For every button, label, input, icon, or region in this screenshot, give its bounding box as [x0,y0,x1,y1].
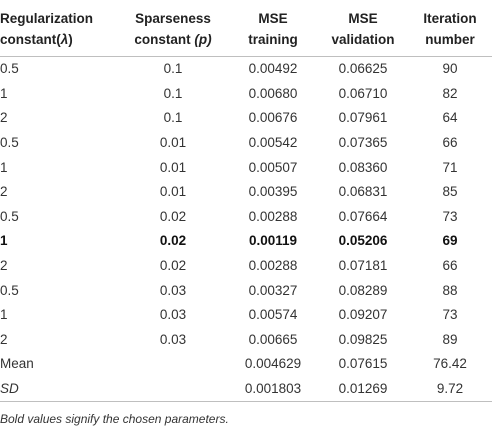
cell-sparseness: 0.01 [159,184,187,200]
cell-mse-validation: 0.07664 [338,208,388,224]
cell-mse-training: 0.00395 [248,184,298,200]
header-iteration-number: Iteration number [408,0,492,57]
header-mse-training: MSE training [228,0,318,57]
cell-mse-validation: 0.06710 [338,85,388,101]
summary-cell-sparseness [118,376,228,402]
summary-row: SD 0.001803 0.01269 9.72 [0,376,492,402]
cell-mse-validation: 0.06625 [338,61,388,77]
cell-mse-training: 0.00507 [248,159,298,175]
cell-mse-training: 0.00492 [248,61,298,77]
cell-iteration: 90 [442,61,458,77]
cell-regularization: 2 [0,184,8,200]
cell-regularization: 2 [0,331,8,347]
cell-sparseness: 0.1 [163,110,183,126]
table-footnote: Bold values signify the chosen parameter… [0,412,229,426]
cell-iteration: 85 [442,184,458,200]
table-row: 0.5 0.02 0.00288 0.07664 73 [0,204,492,229]
table-row: 2 0.02 0.00288 0.07181 66 [0,253,492,278]
table-row: 2 0.01 0.00395 0.06831 85 [0,179,492,204]
header-regularization-constant: Regularization constant(λ) [0,0,118,57]
header-row: Regularization constant(λ) Sparseness co… [0,0,492,57]
cell-mse-validation: 0.09207 [338,307,388,323]
summary-cell-sparseness [118,352,228,377]
cell-sparseness: 0.03 [159,331,187,347]
table-row: 1 0.1 0.00680 0.06710 82 [0,81,492,106]
cell-mse-training: 0.00676 [248,110,298,126]
cell-mse-validation: 0.07181 [338,258,388,274]
cell-iteration: 88 [442,282,458,298]
summary-cell-iteration: 76.42 [433,356,467,372]
header-mse-validation: MSE validation [318,0,408,57]
cell-sparseness: 0.01 [159,135,187,151]
cell-mse-training: 0.00119 [248,233,298,249]
cell-mse-validation: 0.08360 [338,159,388,175]
cell-iteration: 66 [442,258,458,274]
table-header: Regularization constant(λ) Sparseness co… [0,0,492,57]
table-row: 2 0.1 0.00676 0.07961 64 [0,106,492,131]
summary-cell-mse-validation: 0.07615 [338,356,388,372]
table-row: 0.5 0.1 0.00492 0.06625 90 [0,56,492,81]
cell-iteration: 64 [442,110,458,126]
table-row: 0.5 0.03 0.00327 0.08289 88 [0,278,492,303]
summary-cell-iteration: 9.72 [408,376,492,402]
results-table: Regularization constant(λ) Sparseness co… [0,0,492,402]
cell-sparseness: 0.03 [159,307,187,323]
table-body: 0.5 0.1 0.00492 0.06625 90 1 0.1 0.00680 0.06710… [0,56,492,402]
table-row: 1 0.02 0.00119 0.05206 69 [0,229,492,254]
cell-regularization: 1 [0,85,8,101]
cell-iteration: 66 [442,135,458,151]
summary-row: Mean 0.004629 0.07615 76.42 [0,352,492,377]
cell-mse-validation: 0.08289 [338,282,388,298]
summary-label: Mean [0,356,34,372]
cell-mse-validation: 0.07961 [338,110,388,126]
cell-sparseness: 0.01 [159,159,187,175]
cell-mse-training: 0.00665 [248,331,298,347]
cell-iteration: 89 [442,331,458,347]
cell-mse-training: 0.00574 [248,307,298,323]
cell-mse-training: 0.00680 [248,85,298,101]
cell-sparseness: 0.1 [163,85,183,101]
cell-iteration: 73 [442,208,458,224]
summary-label: SD [0,376,118,402]
cell-regularization: 1 [0,307,8,323]
cell-sparseness: 0.03 [159,282,187,298]
header-sparseness-constant: Sparseness constant (p) [118,0,228,57]
cell-mse-training: 0.00288 [248,258,298,274]
cell-mse-validation: 0.09825 [338,331,388,347]
cell-mse-validation: 0.05206 [338,233,388,249]
cell-regularization: 0.5 [0,282,19,298]
cell-regularization: 0.5 [0,135,19,151]
table-row: 2 0.03 0.00665 0.09825 89 [0,327,492,352]
cell-iteration: 73 [442,307,458,323]
cell-mse-validation: 0.07365 [338,135,388,151]
table-row: 1 0.01 0.00507 0.08360 71 [0,155,492,180]
cell-regularization: 0.5 [0,61,19,77]
cell-sparseness: 0.02 [159,208,187,224]
table-row: 1 0.03 0.00574 0.09207 73 [0,302,492,327]
cell-mse-validation: 0.06831 [338,184,388,200]
summary-cell-mse-training: 0.004629 [244,356,302,372]
cell-iteration: 82 [442,85,458,101]
summary-cell-mse-training: 0.001803 [228,376,318,402]
cell-regularization: 0.5 [0,208,19,224]
cell-sparseness: 0.02 [159,258,187,274]
cell-regularization: 1 [0,233,8,249]
cell-sparseness: 0.1 [163,61,183,77]
cell-iteration: 69 [442,233,458,249]
cell-mse-training: 0.00288 [248,208,298,224]
cell-sparseness: 0.02 [159,233,187,249]
summary-cell-mse-validation: 0.01269 [318,376,408,402]
cell-regularization: 2 [0,110,8,126]
cell-regularization: 1 [0,159,8,175]
table-row: 0.5 0.01 0.00542 0.07365 66 [0,130,492,155]
cell-mse-training: 0.00327 [248,282,298,298]
cell-mse-training: 0.00542 [248,135,298,151]
cell-regularization: 2 [0,258,8,274]
cell-iteration: 71 [442,159,458,175]
